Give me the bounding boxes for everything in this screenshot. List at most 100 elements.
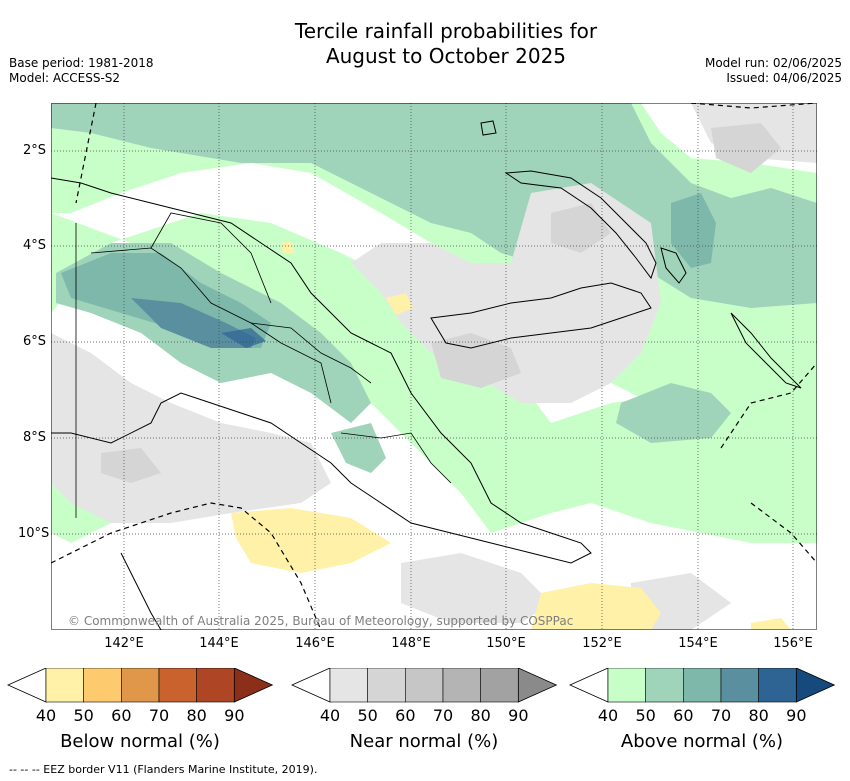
base-period: Base period: 1981-2018 — [9, 56, 154, 70]
graticule — [51, 103, 817, 630]
below-normal-tick-label: 50 — [73, 706, 94, 725]
above-normal-tick-label: 90 — [786, 706, 807, 725]
map-frame — [51, 103, 817, 630]
map-canvas — [51, 103, 817, 630]
near-normal-high-extend — [517, 668, 558, 703]
below-normal-tick-label: 60 — [111, 706, 132, 725]
near-normal-swatch — [405, 668, 444, 703]
lon-tick-146e: 146°E — [295, 636, 335, 651]
above-normal-tick-label: 70 — [710, 706, 732, 725]
near-normal-50-region — [551, 203, 611, 253]
near-normal-tick-label: 70 — [432, 706, 454, 725]
probability-map — [51, 103, 817, 630]
below-normal-colorbar — [7, 668, 274, 703]
below-normal-tick-label: 90 — [224, 706, 245, 725]
near-normal-tick-label: 90 — [508, 706, 529, 725]
lon-tick-142e: 142°E — [104, 636, 144, 651]
above-normal-swatch — [683, 668, 722, 703]
below-normal-tick-label: 40 — [35, 706, 57, 725]
above-normal-tick-label: 60 — [673, 706, 694, 725]
near-normal-swatch — [329, 668, 368, 703]
near-normal-50-region — [431, 333, 521, 388]
colorbar-strip — [7, 668, 836, 703]
gulf-province-border — [250, 322, 372, 384]
near-normal-tick-label: 80 — [470, 706, 491, 725]
below-normal-tick-label: 70 — [148, 706, 170, 725]
lon-tick-154e: 154°E — [678, 636, 718, 651]
near-normal-low-extend — [291, 668, 331, 703]
map-title: Tercile rainfall probabilities for Augus… — [0, 19, 850, 69]
below-normal-tick-label: 80 — [186, 706, 207, 725]
above-normal-60-region — [671, 193, 716, 268]
above-normal-high-extend — [795, 668, 836, 703]
model-info: Base period: 1981-2018 Model: ACCESS-S2 — [9, 56, 154, 86]
above-normal-tick-label: 40 — [597, 706, 619, 725]
near-normal-colorbar — [291, 668, 558, 703]
manus-coast — [480, 120, 497, 136]
below-normal-swatch — [158, 668, 197, 703]
new-guinea-coast — [51, 177, 592, 564]
near-normal-40-region — [401, 553, 551, 623]
below-normal-40-region — [531, 583, 661, 630]
eez-border-solomons — [750, 502, 817, 564]
below-normal-low-extend — [7, 668, 47, 703]
lat-tick-8s: 8°S — [22, 430, 46, 445]
lon-tick-148e: 148°E — [391, 636, 431, 651]
above-normal-tick-label: 80 — [748, 706, 769, 725]
above-normal-low-extend — [569, 668, 609, 703]
australia-coast — [120, 552, 162, 630]
new-ireland-coast — [504, 170, 657, 280]
title-line-2: August to October 2025 — [325, 44, 567, 68]
above-normal-50-region — [331, 423, 386, 473]
near-normal-50-region — [101, 448, 161, 483]
above-normal-title: Above normal (%) — [620, 731, 784, 752]
above-normal-swatch — [607, 668, 646, 703]
near-normal-title: Near normal (%) — [349, 731, 499, 752]
above-normal-swatch — [645, 668, 684, 703]
above-normal-tick-label: 50 — [635, 706, 656, 725]
below-normal-40-region — [231, 508, 391, 573]
solomon-islands-coast — [730, 312, 802, 389]
eez-border-southeast — [720, 362, 817, 449]
sepik-province-border — [150, 212, 272, 304]
lat-tick-10s: 10°S — [18, 526, 50, 541]
eez-border-south — [51, 502, 322, 630]
title-line-1: Tercile rainfall probabilities for — [294, 19, 598, 43]
below-normal-40-region — [751, 618, 791, 630]
above-normal-swatch — [720, 668, 759, 703]
province-borders — [75, 212, 452, 518]
lon-tick-150e: 150°E — [486, 636, 526, 651]
issued-date: Issued: 04/06/2025 — [726, 71, 842, 85]
coastlines — [51, 120, 802, 630]
central-province-border — [340, 432, 452, 484]
above-normal-70-region — [131, 298, 256, 348]
lon-tick-152e: 152°E — [582, 636, 622, 651]
lat-tick-2s: 2°S — [22, 143, 46, 158]
near-normal-50-region — [711, 123, 781, 173]
eez-footer-note: -- -- -- EEZ border V11 (Flanders Marine… — [9, 763, 318, 776]
lon-tick-144e: 144°E — [199, 636, 239, 651]
near-normal-swatch — [442, 668, 481, 703]
near-normal-swatch — [367, 668, 406, 703]
below-normal-swatch — [83, 668, 122, 703]
above-normal-colorbar — [569, 668, 836, 703]
copyright-notice: © Commonwealth of Australia 2025, Bureau… — [68, 614, 574, 628]
model-run-date: Model run: 02/06/2025 — [704, 56, 842, 70]
above-normal-swatch — [758, 668, 797, 703]
below-normal-swatch — [196, 668, 235, 703]
western-province-border — [90, 247, 332, 404]
lat-tick-4s: 4°S — [22, 238, 46, 253]
eez-border-west — [75, 103, 97, 204]
above-normal-50-region — [616, 383, 731, 443]
near-normal-tick-label: 50 — [357, 706, 378, 725]
eez-border-east — [690, 103, 817, 109]
model-name: Model: ACCESS-S2 — [9, 71, 121, 85]
above-normal-80-region — [221, 328, 266, 348]
near-normal-tick-label: 40 — [319, 706, 341, 725]
below-normal-high-extend — [233, 668, 274, 703]
below-normal-swatch — [45, 668, 84, 703]
bougainville-coast — [660, 247, 687, 284]
below-normal-title: Below normal (%) — [60, 731, 220, 752]
new-britain-coast — [430, 282, 652, 349]
lat-tick-6s: 6°S — [22, 334, 46, 349]
